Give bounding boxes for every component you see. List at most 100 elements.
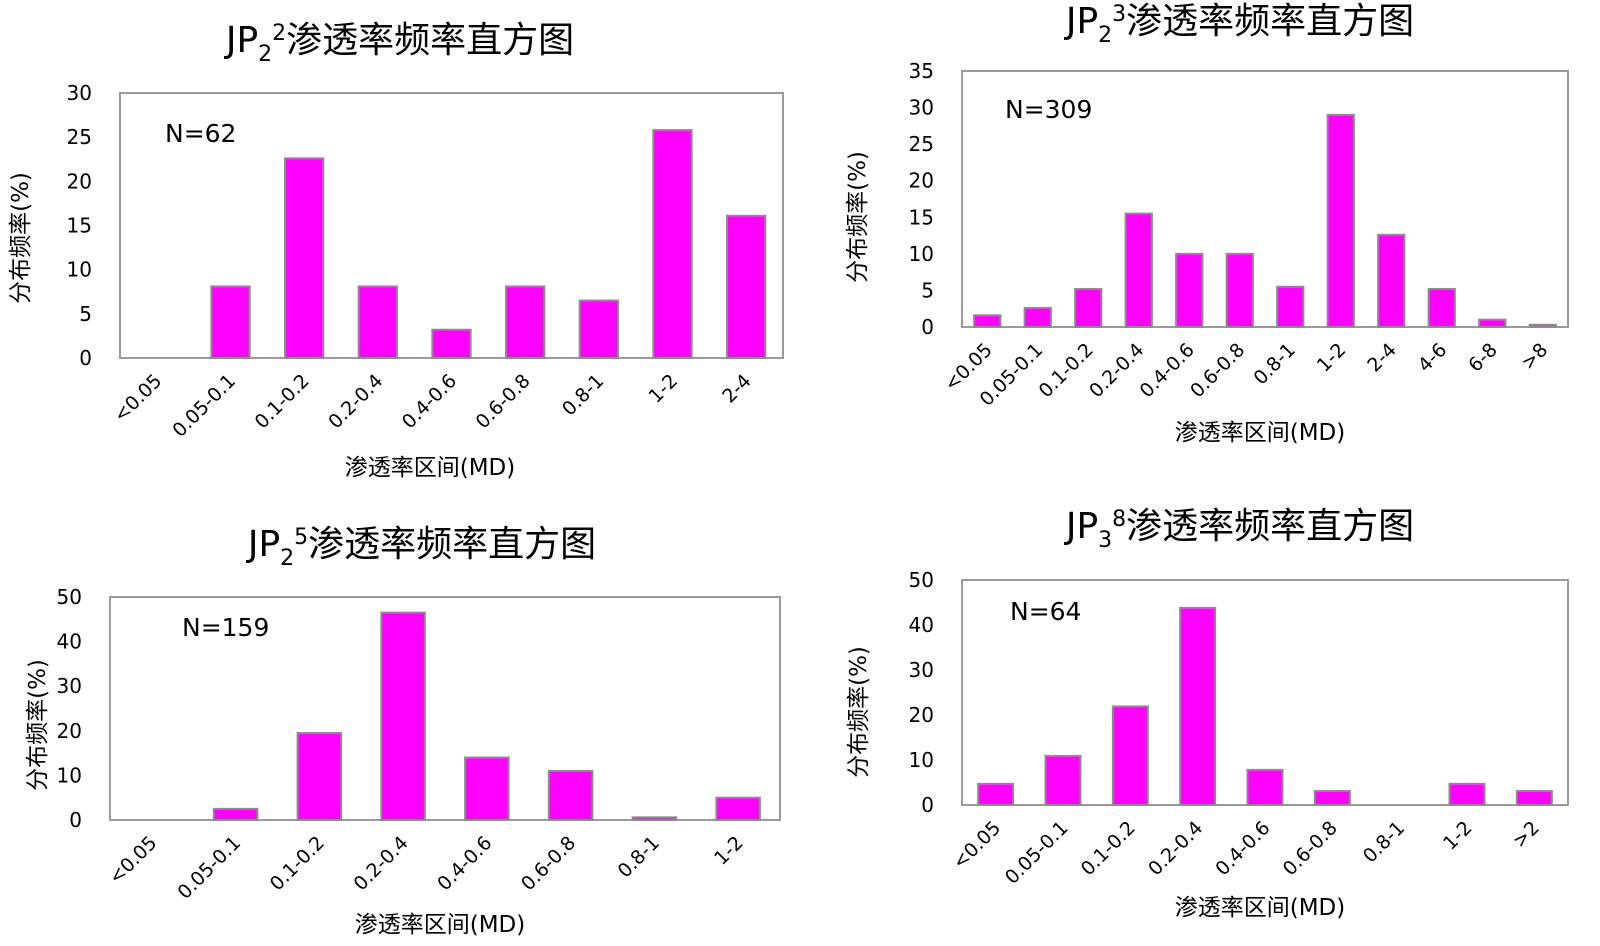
bar-0.8-1 (1276, 285, 1305, 328)
x-tick-label: 1-2 (1313, 339, 1351, 377)
x-tick-label: 0.6-0.8 (517, 832, 580, 895)
bar-0.2-0.4 (1179, 606, 1217, 807)
y-tick-label: 0 (921, 315, 934, 339)
x-tick-label: 6-8 (1464, 339, 1502, 377)
bar-0.4-0.6 (1175, 252, 1204, 329)
x-axis-label: 渗透率区间(MD) (1175, 420, 1346, 446)
x-tick-label: 1-2 (645, 370, 683, 408)
bar-1-2 (1448, 782, 1486, 806)
bar-0.1-0.2 (1074, 287, 1103, 329)
y-tick-label: 10 (909, 242, 934, 266)
x-tick-label: 0.8-1 (558, 370, 608, 420)
bar-1-2 (1326, 113, 1355, 328)
bar-0.05-0.1 (1044, 754, 1082, 807)
x-tick-label: 0.6-0.8 (472, 370, 535, 433)
chart-2: JP23渗透率频率直方图05101520253035<0.050.05-0.10… (845, 1, 1569, 446)
bar-0.6-0.8 (505, 285, 546, 360)
chart-title: JP38渗透率频率直方图 (1064, 506, 1414, 553)
bar-0.2-0.4 (357, 285, 398, 360)
x-tick-label: 0.05-0.1 (168, 370, 240, 442)
x-tick-label: 0.8-1 (1359, 817, 1409, 867)
x-tick-label: 0.4-0.6 (398, 370, 461, 433)
y-tick-label: 25 (909, 132, 934, 156)
x-axis-label: 渗透率区间(MD) (355, 912, 526, 938)
x-tick-label: 0.2-0.4 (350, 832, 413, 895)
bar-0.4-0.6 (1246, 768, 1284, 807)
x-tick-label: 0.4-0.6 (1136, 339, 1199, 402)
x-tick-label: 0.8-1 (614, 832, 664, 882)
x-tick-label: 0.4-0.6 (433, 832, 496, 895)
x-tick-label: 0.1-0.2 (266, 832, 329, 895)
chart-title: JP22渗透率频率直方图 (224, 20, 574, 67)
y-tick-label: 5 (79, 302, 92, 326)
y-tick-label: 50 (909, 568, 934, 592)
y-axis-label: 分布频率(%) (25, 659, 51, 791)
x-tick-label: 0.2-0.4 (324, 370, 387, 433)
sample-count: N=64 (1010, 597, 1081, 626)
x-axis-label: 渗透率区间(MD) (1175, 895, 1346, 921)
plot-area (109, 596, 781, 821)
bar-0.4-0.6 (431, 328, 472, 360)
x-tick-label: >8 (1517, 339, 1552, 374)
x-tick-label: <0.05 (948, 817, 1005, 874)
y-tick-label: 25 (67, 125, 92, 149)
y-tick-label: 10 (67, 258, 92, 282)
bar-2-4 (726, 214, 767, 359)
y-tick-label: 50 (57, 585, 82, 609)
bar-0.1-0.2 (1111, 705, 1149, 807)
x-tick-label: <0.05 (110, 370, 167, 427)
bar-0.6-0.8 (547, 769, 594, 822)
chart-title: JP23渗透率频率直方图 (1064, 1, 1414, 48)
y-tick-label: 5 (921, 278, 934, 302)
bar-0.4-0.6 (464, 756, 510, 821)
y-tick-label: 30 (67, 81, 92, 105)
y-tick-label: 0 (69, 808, 82, 832)
x-tick-label: 1-2 (710, 832, 748, 870)
y-axis-label: 分布频率(%) (846, 646, 872, 778)
x-tick-label: 0.2-0.4 (1085, 339, 1148, 402)
y-tick-label: 20 (67, 169, 92, 193)
x-tick-label: 0.1-0.2 (251, 370, 314, 433)
y-tick-label: 20 (57, 719, 82, 743)
bar-0.8-1 (578, 299, 619, 360)
x-tick-label: 0.8-1 (1249, 339, 1299, 389)
x-tick-label: 0.1-0.2 (1077, 817, 1140, 880)
x-tick-label: 0.1-0.2 (1035, 339, 1098, 402)
x-tick-label: 4-6 (1414, 339, 1452, 377)
y-tick-label: 40 (57, 630, 82, 654)
y-tick-label: 15 (67, 214, 92, 238)
y-tick-label: 0 (79, 346, 92, 370)
y-axis-label: 分布频率(%) (845, 151, 871, 283)
y-tick-label: 10 (909, 748, 934, 772)
bar-1-2 (715, 796, 761, 822)
x-axis-label: 渗透率区间(MD) (345, 455, 516, 481)
y-tick-label: 30 (57, 674, 82, 698)
x-tick-label: 0.05-0.1 (1001, 817, 1073, 889)
bar-<0.05 (973, 314, 1002, 329)
y-tick-label: 0 (921, 793, 934, 817)
bar-0.1-0.2 (284, 157, 325, 359)
x-tick-label: 0.2-0.4 (1144, 817, 1207, 880)
y-axis-label: 分布频率(%) (8, 172, 34, 304)
x-tick-label: >2 (1509, 817, 1544, 852)
bar-0.05-0.1 (1023, 306, 1052, 328)
bar-6-8 (1478, 318, 1507, 328)
bar-2-4 (1377, 233, 1406, 328)
sample-count: N=159 (182, 613, 269, 642)
y-tick-label: 20 (909, 169, 934, 193)
x-tick-label: 2-4 (718, 370, 756, 408)
y-tick-label: 15 (909, 205, 934, 229)
plot-area (961, 70, 1569, 328)
bar-0.6-0.8 (1313, 790, 1351, 806)
x-tick-label: 0.6-0.8 (1186, 339, 1249, 402)
x-tick-label: 0.6-0.8 (1279, 817, 1342, 880)
y-tick-label: 10 (57, 763, 82, 787)
chart-4: JP38渗透率频率直方图 0 10 20 30 40 50 <0.050.05-0.1 0.1-… (846, 506, 1569, 921)
chart-3: JP25渗透率频率直方图 0 10 20 30 40 50 <0.05 0.05-0.1 0.1-… (25, 524, 781, 938)
bar-<0.05 (977, 782, 1015, 806)
x-tick-label: <0.05 (105, 832, 162, 889)
bar->2 (1515, 790, 1553, 806)
x-tick-label: 0.4-0.6 (1211, 817, 1274, 880)
x-tick-label: 0.05-0.1 (173, 832, 245, 904)
